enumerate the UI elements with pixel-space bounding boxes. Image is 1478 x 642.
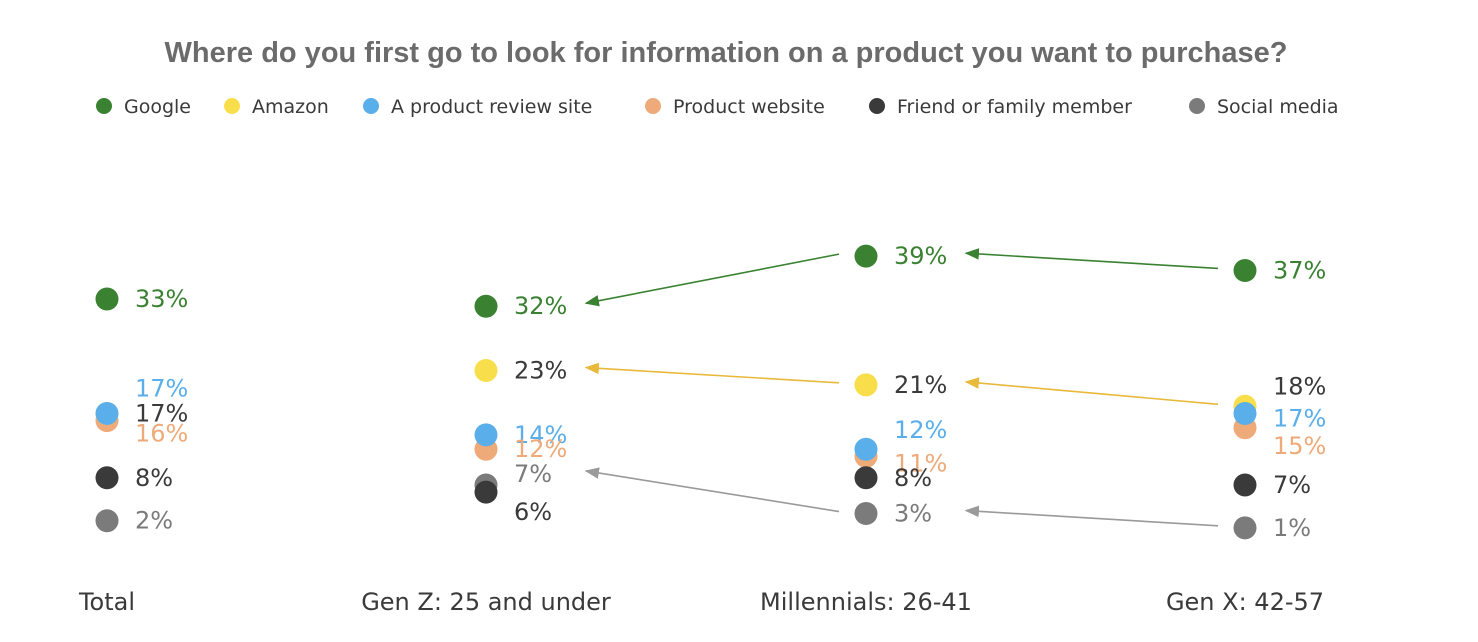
trend-arrows — [584, 248, 1219, 527]
legend-item-amazon: Amazon — [224, 96, 329, 118]
legend-item-a-product-review-site: A product review site — [363, 96, 592, 118]
trend-arrow-social-media — [584, 467, 840, 513]
label-a-product-review-site-total: 17% — [135, 374, 188, 402]
label-a-product-review-site-gen-z-25-and-under: 14% — [514, 421, 567, 449]
label-google-millennials-26-41: 39% — [894, 242, 947, 270]
trend-arrow-google — [964, 248, 1219, 270]
point-friend-or-family-member-gen-z-25-and-under — [474, 480, 498, 504]
point-google-gen-z-25-and-under — [474, 294, 498, 318]
legend: Google Amazon A product review site Product… — [96, 96, 1339, 118]
label-google-gen-x-42-57: 37% — [1273, 256, 1326, 284]
point-social-media-gen-x-42-57 — [1233, 516, 1257, 540]
trend-arrow-google — [584, 253, 840, 307]
legend-label: Friend or family member — [897, 96, 1132, 118]
point-a-product-review-site-total — [95, 401, 119, 425]
label-amazon-gen-z-25-and-under: 23% — [514, 357, 567, 385]
chart-title: Where do you first go to look for inform… — [165, 37, 1288, 69]
legend-swatch — [645, 98, 661, 114]
point-a-product-review-site-gen-z-25-and-under — [474, 423, 498, 447]
point-amazon-gen-z-25-and-under — [474, 359, 498, 383]
legend-label: Product website — [673, 96, 825, 118]
category-label-total: Total — [78, 588, 135, 616]
legend-swatch — [96, 98, 112, 114]
label-a-product-review-site-millennials-26-41: 12% — [894, 416, 947, 444]
label-google-gen-z-25-and-under: 32% — [514, 292, 567, 320]
label-a-product-review-site-gen-x-42-57: 17% — [1273, 404, 1326, 432]
point-social-media-total — [95, 509, 119, 533]
label-product-website-millennials-26-41: 11% — [894, 449, 947, 477]
label-social-media-millennials-26-41: 3% — [894, 500, 932, 528]
label-product-website-gen-x-42-57: 15% — [1273, 432, 1326, 460]
label-google-total: 33% — [135, 285, 188, 313]
point-google-gen-x-42-57 — [1233, 258, 1257, 282]
trend-arrow-social-media — [964, 505, 1219, 527]
legend-swatch — [363, 98, 379, 114]
category-label-millennials-26-41: Millennials: 26-41 — [760, 588, 972, 616]
legend-label: A product review site — [391, 96, 592, 118]
point-friend-or-family-member-total — [95, 466, 119, 490]
label-friend-or-family-member-gen-x-42-57: 7% — [1273, 471, 1311, 499]
category-label-gen-z-25-and-under: Gen Z: 25 and under — [361, 588, 611, 616]
point-google-total — [95, 287, 119, 311]
label-product-website-gen-z-25-and-under: 12% — [514, 435, 567, 463]
label-social-media-total: 2% — [135, 507, 173, 535]
point-google-millennials-26-41 — [854, 244, 878, 268]
data-points — [95, 244, 1257, 540]
point-a-product-review-site-millennials-26-41 — [854, 437, 878, 461]
category-label-gen-x-42-57: Gen X: 42-57 — [1166, 588, 1324, 616]
legend-item-google: Google — [96, 96, 191, 118]
trend-arrow-amazon — [584, 362, 840, 384]
legend-item-friend-or-family-member: Friend or family member — [869, 96, 1132, 118]
label-social-media-gen-z-25-and-under: 7% — [514, 460, 552, 488]
legend-swatch — [224, 98, 240, 114]
point-social-media-millennials-26-41 — [854, 502, 878, 526]
legend-swatch — [869, 98, 885, 114]
legend-label: Amazon — [252, 96, 329, 118]
label-friend-or-family-member-total: 8% — [135, 464, 173, 492]
data-labels: 33% 32%39%37%17%23%21% 18%17%14% 12% 17%16%1… — [135, 242, 1326, 542]
label-product-website-total: 16% — [135, 420, 188, 448]
point-friend-or-family-member-gen-x-42-57 — [1233, 473, 1257, 497]
trend-arrow-amazon — [964, 377, 1219, 406]
point-amazon-millennials-26-41 — [854, 373, 878, 397]
label-friend-or-family-member-gen-z-25-and-under: 6% — [514, 498, 552, 526]
legend-item-social-media: Social media — [1189, 96, 1339, 118]
category-axis: Total Gen Z: 25 and under Millennials: 26-… — [78, 588, 1324, 616]
legend-item-product-website: Product website — [645, 96, 825, 118]
legend-label: Social media — [1217, 96, 1339, 118]
label-amazon-total: 17% — [135, 399, 188, 427]
point-friend-or-family-member-millennials-26-41 — [854, 466, 878, 490]
label-social-media-gen-x-42-57: 1% — [1273, 514, 1311, 542]
label-friend-or-family-member-millennials-26-41: 8% — [894, 464, 932, 492]
legend-label: Google — [124, 96, 191, 118]
legend-swatch — [1189, 98, 1205, 114]
label-amazon-millennials-26-41: 21% — [894, 371, 947, 399]
point-a-product-review-site-gen-x-42-57 — [1233, 401, 1257, 425]
label-amazon-gen-x-42-57: 18% — [1273, 372, 1326, 400]
